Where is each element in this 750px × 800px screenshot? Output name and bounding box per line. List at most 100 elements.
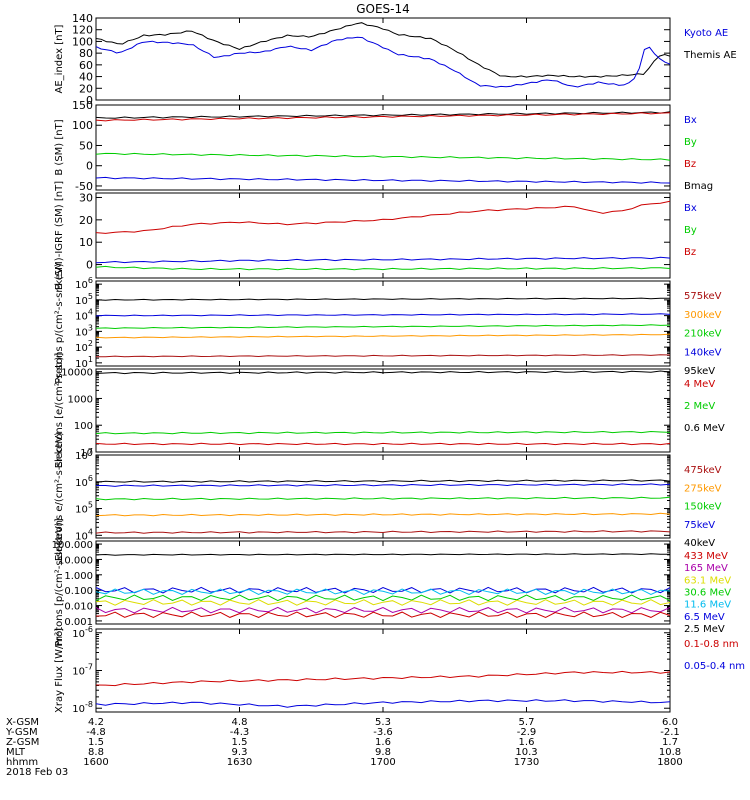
axis-value: 10.3 (515, 747, 537, 758)
y-tick-label: 0.001 (64, 617, 93, 628)
legend-entry: 2 MeV (684, 401, 715, 412)
series-line-40kev (95, 479, 671, 483)
y-tick-label: 140 (72, 12, 93, 25)
y-tick-label: 100.000 (52, 540, 93, 551)
legend-entry: 300keV (684, 310, 722, 321)
axis-value: 6.0 (662, 717, 678, 728)
axis-value: -3.6 (373, 727, 393, 738)
series-line-63-1-mev (95, 599, 671, 606)
legend-entry: 11.6 MeV (684, 600, 731, 611)
y-tick-label: 0 (86, 259, 93, 272)
axis-value: 1630 (227, 757, 252, 768)
legend-entry: 4 MeV (684, 379, 715, 390)
panel-frame (95, 104, 671, 191)
legend-entry: 75keV (684, 520, 715, 531)
legend-entry: 2.5 MeV (684, 624, 725, 635)
axis-value: 1.7 (662, 737, 678, 748)
y-tick-label: 50 (79, 139, 93, 152)
y-tick-label: 100 (72, 119, 93, 132)
y-tick-label: 10-7 (72, 663, 93, 678)
chart-title: GOES-14 (356, 2, 410, 16)
y-tick-label: 105 (75, 501, 93, 516)
axis-value: 1800 (657, 757, 682, 768)
y-tick-label: 150 (72, 99, 93, 112)
legend-entry: Bx (684, 203, 697, 214)
y-tick-label: -50 (75, 180, 93, 193)
axis-value: 1600 (83, 757, 108, 768)
date-label: 2018 Feb 03 (6, 767, 68, 778)
series-line-bx (95, 176, 671, 184)
y-axis-label: Electrons [e/(cm²-s-sr)] (54, 353, 65, 469)
y-tick-label: 60 (79, 59, 93, 72)
series-line-140kev (95, 313, 671, 317)
legend-entry: Bx (684, 115, 697, 126)
legend-entry: 275keV (684, 483, 722, 494)
series-line-0-05-0-4-nm (95, 699, 671, 708)
axis-value: 1.6 (375, 737, 391, 748)
series-line-bmag (95, 111, 671, 119)
series-line-kyoto-ae (95, 36, 671, 88)
axis-value: -4.3 (230, 727, 250, 738)
y-tick-label: 20 (79, 214, 93, 227)
y-axis-label: Protons [p/(cm²-s-sr-keV)] (54, 518, 65, 646)
axis-row-label: Z-GSM (6, 737, 39, 748)
legend-entry: 0.6 MeV (684, 423, 725, 434)
y-tick-label: 120 (72, 24, 93, 37)
y-tick-label: 30 (79, 191, 93, 204)
legend-entry: 140keV (684, 347, 722, 358)
legend-entry: 475keV (684, 465, 722, 476)
y-tick-label: 10000 (61, 368, 93, 379)
y-tick-label: 103 (75, 323, 93, 338)
y-tick-label: 10-8 (72, 700, 93, 715)
series-line-30-6-mev (95, 594, 671, 602)
legend-entry: Kyoto AE (684, 28, 728, 39)
axis-value: 1700 (370, 757, 395, 768)
y-tick-label: 104 (75, 308, 93, 323)
legend-entry: Bz (684, 247, 696, 258)
series-line-0-1-0-8-nm (95, 670, 671, 687)
series-line-275kev (95, 512, 671, 517)
series-line-433-mev (95, 611, 671, 619)
axis-value: 1.6 (519, 737, 535, 748)
legend-entry: 0.1-0.8 nm (684, 639, 739, 650)
series-line-75kev (96, 483, 671, 487)
y-tick-label: 10.000 (58, 555, 93, 566)
y-tick-label: 106 (75, 276, 93, 291)
series-line-4-mev (95, 442, 671, 446)
legend-entry: Themis AE (683, 50, 737, 61)
panel-7: 100.000 10.000 1.000 0.100 0.010 0.001Protons… (52, 518, 732, 646)
panel-frame (95, 454, 671, 539)
series-line-300kev (95, 333, 671, 339)
legend-entry: 165 MeV (684, 563, 728, 574)
series-line-by (95, 265, 671, 271)
series-line-themis-ae (95, 22, 671, 78)
axis-value: 1.5 (88, 737, 104, 748)
legend-entry: 0.05-0.4 nm (684, 661, 745, 672)
axis-value: 5.7 (519, 717, 535, 728)
y-axis-label: Electrons e/(cm²-s-sr-keV) (54, 432, 65, 561)
legend-entry: 210keV (684, 329, 722, 340)
y-tick-label: 20 (79, 82, 93, 95)
series-line-bz (95, 112, 671, 122)
legend-entry: Bmag (684, 181, 713, 192)
series-line-bz (95, 200, 671, 234)
axis-value: -2.1 (660, 727, 680, 738)
series-line-11-6-mev (95, 588, 671, 596)
axis-value: 1.5 (232, 737, 248, 748)
y-axis-label: Xray Flux [W/m²] (54, 628, 65, 713)
legend-entry: Bz (684, 159, 696, 170)
series-line-bx (95, 256, 671, 264)
y-tick-label: 1.000 (64, 571, 93, 582)
axis-value: 9.3 (232, 747, 248, 758)
legend-entry: 95keV (684, 366, 715, 377)
y-tick-label: 80 (79, 47, 93, 60)
series-line-475kev (95, 530, 671, 534)
y-axis-label: Protons p/(cm²-s-sr-keV) (54, 263, 65, 384)
y-tick-label: 0.100 (64, 586, 93, 597)
y-tick-label: 102 (75, 339, 93, 354)
series-line-6-5-mev (95, 586, 671, 594)
